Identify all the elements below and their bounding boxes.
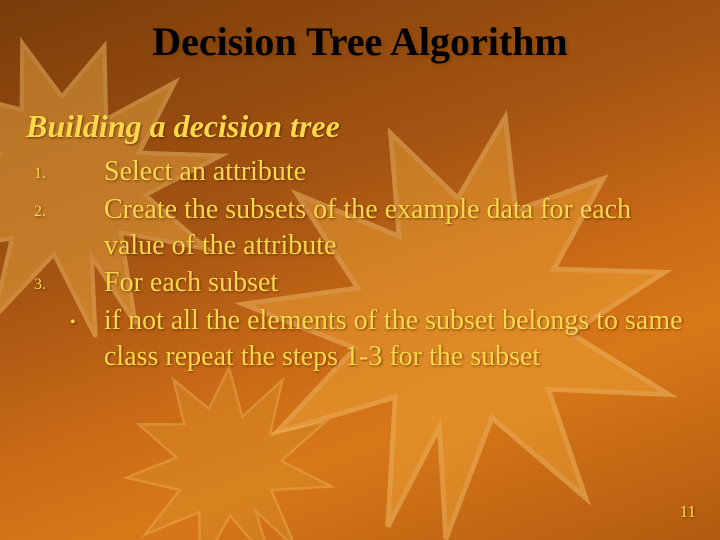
list-marker: 2.: [34, 192, 104, 222]
list-text: if not all the elements of the subset be…: [104, 303, 692, 375]
bullet-marker: •: [34, 303, 104, 333]
list-text: Select an attribute: [104, 154, 692, 190]
list-text: For each subset: [104, 265, 692, 301]
slide-body: 1. Select an attribute 2. Create the sub…: [34, 154, 692, 377]
list-subitem: • if not all the elements of the subset …: [34, 303, 692, 375]
slide-subtitle: Building a decision tree: [26, 108, 340, 145]
list-text: Create the subsets of the example data f…: [104, 192, 692, 264]
list-item: 3. For each subset: [34, 265, 692, 301]
slide: Decision Tree Algorithm Building a decis…: [0, 0, 720, 540]
list-item: 2. Create the subsets of the example dat…: [34, 192, 692, 264]
list-marker: 1.: [34, 154, 104, 184]
slide-title: Decision Tree Algorithm: [0, 18, 720, 65]
list-marker: 3.: [34, 265, 104, 295]
page-number: 11: [680, 502, 696, 522]
list-item: 1. Select an attribute: [34, 154, 692, 190]
